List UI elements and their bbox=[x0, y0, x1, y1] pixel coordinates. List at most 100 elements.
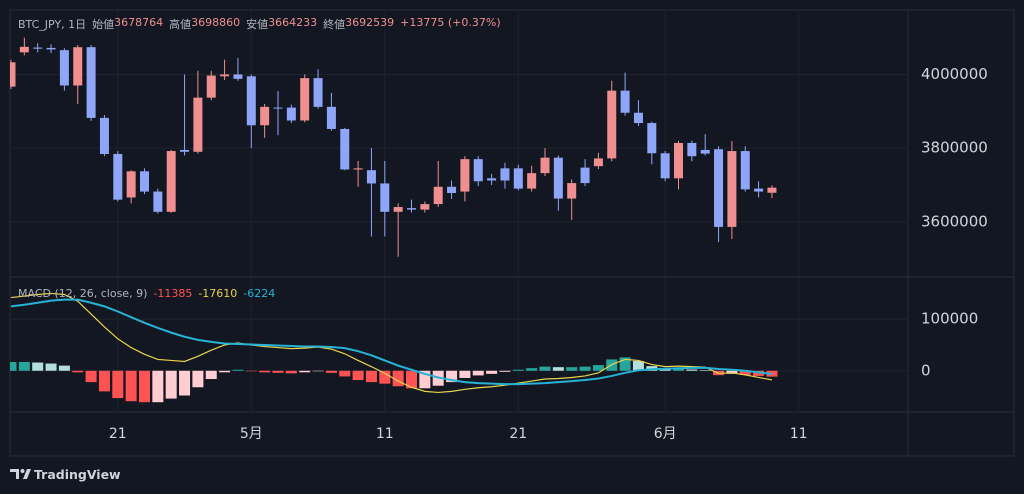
histogram-bar bbox=[299, 370, 311, 373]
x-tick-label: 5月 bbox=[240, 426, 263, 442]
histogram-bar bbox=[579, 366, 591, 371]
histogram-bar bbox=[339, 370, 351, 377]
candle-body bbox=[433, 186, 443, 205]
candle-body bbox=[46, 47, 56, 50]
candle-body bbox=[340, 128, 350, 170]
histogram-bar bbox=[272, 370, 284, 373]
candle-body bbox=[687, 142, 697, 157]
change: +13775 (+0.37%) bbox=[400, 16, 501, 29]
histogram-bar bbox=[152, 370, 164, 403]
candle-body bbox=[620, 90, 630, 113]
histogram-bar bbox=[232, 369, 244, 371]
candle-body bbox=[540, 157, 550, 174]
histogram-bar bbox=[312, 370, 324, 372]
candle-body bbox=[500, 168, 510, 181]
candle-body bbox=[273, 107, 283, 109]
histogram-bar bbox=[325, 370, 337, 373]
histogram-bar bbox=[619, 357, 631, 371]
candle-body bbox=[660, 153, 670, 179]
histogram-bar bbox=[112, 370, 124, 399]
histogram-bar bbox=[85, 370, 97, 383]
candle-body bbox=[33, 47, 43, 49]
histogram-bar bbox=[526, 368, 538, 371]
macd-pane bbox=[10, 278, 908, 412]
macd-legend-value: -6224 bbox=[243, 287, 276, 300]
x-tick-label: 21 bbox=[509, 426, 527, 442]
candle-body bbox=[407, 208, 416, 210]
histogram-bar bbox=[98, 370, 110, 392]
macd-line bbox=[10, 292, 773, 394]
histogram-bar bbox=[352, 370, 364, 381]
candle-body bbox=[754, 188, 764, 192]
histogram-bar bbox=[245, 370, 257, 372]
candle-body bbox=[59, 50, 69, 86]
candle-body bbox=[393, 207, 403, 212]
candle-body bbox=[714, 149, 724, 227]
candle-body bbox=[420, 204, 430, 210]
histogram-bar bbox=[58, 365, 70, 371]
histogram-bar bbox=[499, 370, 511, 372]
macd-title: MACD (12, 26, close, 9) bbox=[18, 287, 148, 300]
x-tick-label: 21 bbox=[109, 426, 127, 442]
axes: 3600000 3800000 4000000 0 100000 21 5月 11 21 6月 11 bbox=[109, 65, 988, 442]
histogram-bar bbox=[673, 368, 684, 371]
candle-body bbox=[180, 149, 190, 152]
candle-body bbox=[86, 47, 96, 118]
symbol-title: BTC_JPY, 1日 bbox=[18, 18, 87, 31]
histogram-bar bbox=[632, 360, 644, 371]
y-tick-label: 4000000 bbox=[921, 65, 988, 83]
candle-body bbox=[593, 158, 603, 167]
ohlc-label: 終値 bbox=[323, 18, 346, 31]
candle-body bbox=[353, 168, 363, 170]
candle-body bbox=[513, 168, 523, 189]
candle-body bbox=[113, 153, 123, 200]
candle-body bbox=[206, 75, 216, 98]
histogram-bar bbox=[205, 370, 217, 380]
candle-body bbox=[73, 47, 83, 86]
candle-body bbox=[300, 78, 310, 121]
candle-body bbox=[233, 74, 243, 79]
y-tick-label: 3600000 bbox=[921, 212, 988, 230]
ohlc-label: 始値 bbox=[92, 18, 115, 31]
histogram-bar bbox=[419, 370, 431, 389]
histogram-bar bbox=[18, 362, 30, 371]
histogram-bar bbox=[512, 369, 524, 371]
candle-body bbox=[487, 178, 497, 181]
candle-body bbox=[700, 149, 710, 154]
candle-body bbox=[286, 107, 296, 121]
ohlc-value: 3664233 bbox=[268, 16, 318, 29]
candle-body bbox=[767, 187, 777, 193]
candle-body bbox=[580, 167, 590, 184]
candle-body bbox=[99, 117, 109, 154]
histogram-bar bbox=[459, 370, 471, 378]
candle-body bbox=[326, 106, 336, 129]
candle-body bbox=[633, 112, 643, 124]
candle-body bbox=[567, 183, 577, 199]
branding: TradingView bbox=[34, 467, 121, 482]
tradingview-logo bbox=[10, 469, 31, 479]
candle-body bbox=[380, 183, 390, 212]
macd-legend: MACD (12, 26, close, 9) -11385 -17610 -622… bbox=[18, 287, 275, 300]
candle-body bbox=[246, 76, 256, 126]
candle-body bbox=[126, 171, 136, 198]
candle-body bbox=[473, 159, 483, 182]
histogram-bar bbox=[179, 370, 191, 396]
candle-body bbox=[260, 106, 270, 126]
price-legend: BTC_JPY, 1日 始値 3678764 高値 3698860 安値 3664233 終… bbox=[18, 16, 501, 32]
histogram-bar bbox=[32, 362, 44, 371]
price-pane bbox=[10, 10, 908, 277]
histogram-bar bbox=[686, 369, 698, 371]
y-tick-label: 0 bbox=[921, 361, 931, 379]
candle-body bbox=[313, 78, 323, 107]
macd-legend-value: -17610 bbox=[198, 287, 238, 300]
candle-body bbox=[366, 170, 376, 184]
candle-body bbox=[220, 74, 230, 77]
histogram-bar bbox=[139, 370, 150, 403]
histogram-bar bbox=[552, 367, 564, 371]
ohlc-value: 3698860 bbox=[191, 16, 241, 29]
histogram-bar bbox=[659, 368, 671, 371]
histogram-bar bbox=[406, 370, 417, 389]
candle-body bbox=[10, 62, 16, 87]
